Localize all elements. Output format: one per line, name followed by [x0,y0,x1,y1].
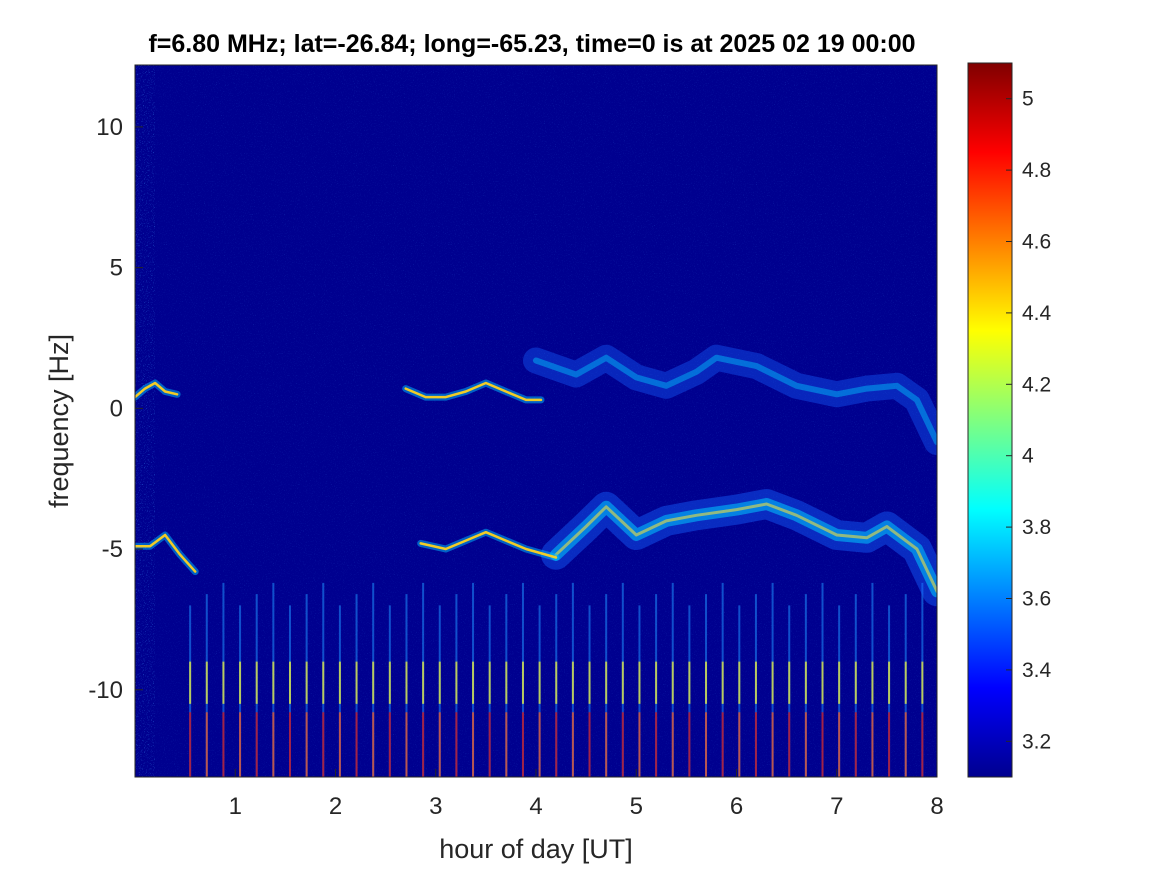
colorbar-tick-label: 4.6 [1022,231,1051,254]
y-tick-label: 0 [110,395,123,422]
colorbar-tick-label: 3.6 [1022,588,1051,611]
heatmap-noise-texture [135,65,937,777]
heatmap-left-edge-noise [135,65,155,777]
chart-title: f=6.80 MHz; lat=-26.84; long=-65.23, tim… [148,30,915,58]
x-tick-label: 8 [930,793,943,820]
colorbar-tick-label: 5 [1022,88,1034,111]
x-tick-label: 6 [730,793,743,820]
y-tick-label: 5 [110,255,123,282]
colorbar-tick-label: 4.8 [1022,159,1051,182]
trace-lower [419,530,558,559]
colorbar-ticks: 3.2 3.4 3.6 3.8 4 4.2 4.4 4.6 4.8 5 [1006,88,1052,753]
heatmap-features [135,344,937,777]
plot-area [135,65,937,777]
x-tick-label: 7 [830,793,843,820]
band-lower-core [554,502,937,593]
colorbar-tick-label: 3.8 [1022,516,1051,539]
colorbar-tick-label: 4 [1022,445,1034,468]
y-axis: -10 -5 0 5 10 [88,114,143,704]
x-axis: 1 2 3 4 5 6 7 8 [229,769,944,820]
colorbar-tick-label: 3.2 [1022,730,1051,753]
x-tick-label: 2 [329,793,342,820]
colorbar: 3.2 3.4 3.6 3.8 4 4.2 4.4 4.6 4.8 5 [967,62,1052,778]
band-upper [533,354,937,446]
y-tick-label: 10 [96,114,123,141]
x-tick-label: 5 [630,793,643,820]
x-tick-label: 3 [429,793,442,820]
colorbar-tick-label: 4.2 [1022,373,1051,396]
trace-lower-left [135,533,197,573]
band-upper-glow [523,344,937,456]
y-axis-label: frequency [Hz] [44,334,74,508]
x-tick-label: 4 [529,793,542,820]
trace-left [135,381,179,399]
colorbar-tick-label: 3.4 [1022,659,1052,682]
colorbar-frame [967,62,1013,778]
colorbar-gradient [968,63,1012,777]
trace-upper [404,381,543,402]
y-tick-label: -10 [88,677,123,704]
y-tick-label: -5 [102,536,123,563]
colorbar-tick-label: 4.4 [1022,302,1052,325]
x-axis-label: hour of day [UT] [439,834,633,864]
x-tick-label: 1 [229,793,242,820]
